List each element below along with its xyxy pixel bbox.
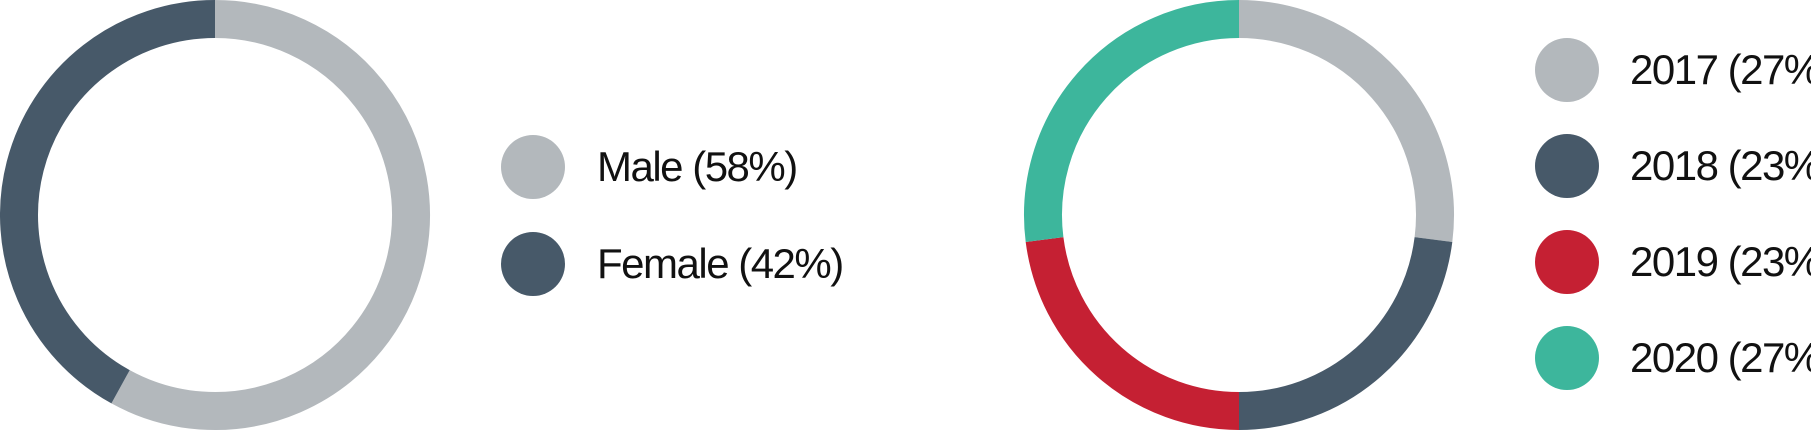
- donut-slice-2020: [1024, 0, 1240, 242]
- legend-label-2019: 2019 (23%): [1630, 238, 1811, 285]
- donut-slice-2018: [1238, 236, 1453, 430]
- legend-swatch-2018: [1535, 134, 1599, 198]
- donut-slice-2017: [1238, 0, 1454, 242]
- year-donut-svg: 2017 (27%) 2018 (23%) 2019 (23%) 2020 (27%): [1024, 0, 1811, 430]
- legend-swatch-2020: [1535, 326, 1599, 390]
- gender-donut-chart: Male (58%) Female (42%): [0, 0, 880, 430]
- year-donut-chart: 2017 (27%) 2018 (23%) 2019 (23%) 2020 (27%): [1010, 0, 1811, 430]
- legend-swatch-male: [501, 135, 565, 199]
- legend-swatch-2017: [1535, 38, 1599, 102]
- legend-swatch-2019: [1535, 230, 1599, 294]
- legend-label-female: Female (42%): [597, 240, 843, 287]
- gender-donut-svg: Male (58%) Female (42%): [0, 0, 844, 430]
- donut-slice-male: [111, 0, 430, 430]
- legend-label-2018: 2018 (23%): [1630, 142, 1811, 189]
- legend-label-2017: 2017 (27%): [1630, 46, 1811, 93]
- donut-slice-female: [0, 0, 216, 404]
- legend-label-male: Male (58%): [597, 143, 797, 190]
- legend-swatch-female: [501, 232, 565, 296]
- legend-label-2020: 2020 (27%): [1630, 334, 1811, 381]
- donut-slice-2019: [1025, 236, 1240, 430]
